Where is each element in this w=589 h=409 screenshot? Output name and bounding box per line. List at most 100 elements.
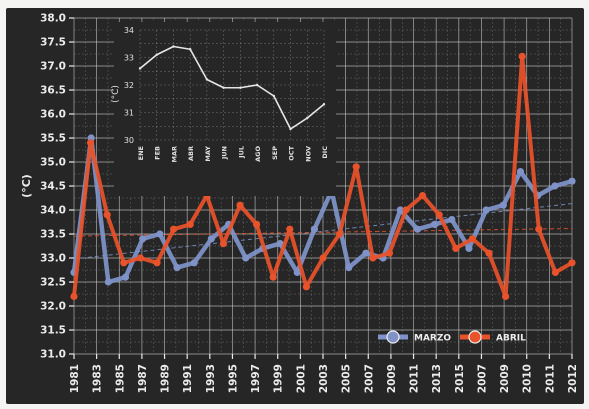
y-tick-label: 34.0 — [40, 205, 66, 217]
y-tick-label: 37.5 — [40, 37, 66, 49]
data-point-marzo — [362, 250, 369, 257]
data-point-abril — [402, 206, 409, 213]
inset-x-tick-label: MAY — [204, 146, 212, 162]
inset-data-point — [139, 67, 141, 69]
legend-swatch-marker — [387, 331, 399, 343]
data-point-abril — [253, 221, 260, 228]
inset-data-point — [156, 54, 158, 56]
x-tick-label: 2001 — [295, 364, 307, 393]
inset-data-point — [172, 45, 174, 47]
inset-x-tick-label: OCT — [288, 145, 296, 160]
y-tick-label: 32.5 — [40, 277, 66, 289]
x-tick-label: 2007 — [476, 364, 488, 393]
data-point-marzo — [465, 245, 472, 252]
legend-swatch-marker — [469, 331, 481, 343]
x-tick-label: 1981 — [69, 364, 81, 393]
data-point-marzo — [431, 221, 438, 228]
inset-data-point — [189, 48, 191, 50]
inset-background — [114, 22, 336, 196]
data-point-abril — [535, 226, 542, 233]
inset-y-tick-label: 31 — [124, 109, 134, 118]
inset-x-tick-label: NOV — [304, 146, 312, 162]
y-tick-label: 35.5 — [40, 133, 66, 145]
data-point-abril — [87, 139, 94, 146]
inset-x-tick-label: DIC — [321, 146, 329, 159]
inset-y-axis-label: (°C) — [111, 85, 121, 103]
data-point-abril — [552, 269, 559, 276]
x-tick-label: 2005 — [341, 364, 353, 393]
data-point-marzo — [568, 178, 575, 185]
x-tick-label: 2011 — [409, 364, 421, 393]
inset-x-tick-label: ENE — [137, 146, 145, 160]
y-tick-label: 38.0 — [40, 13, 66, 25]
data-point-abril — [519, 53, 526, 60]
y-tick-label: 33.5 — [40, 229, 66, 241]
data-point-marzo — [500, 202, 507, 209]
data-point-abril — [369, 254, 376, 261]
inset-data-point — [206, 78, 208, 80]
data-point-abril — [70, 293, 77, 300]
data-point-marzo — [139, 235, 146, 242]
y-tick-label: 35.0 — [40, 157, 66, 169]
data-point-marzo — [208, 235, 215, 242]
x-tick-label: 1991 — [182, 364, 194, 393]
y-tick-label: 31.0 — [40, 349, 66, 361]
x-tick-label: 2003 — [318, 364, 330, 393]
data-point-marzo — [345, 264, 352, 271]
inset-x-tick-label: JUN — [221, 146, 229, 160]
data-point-abril — [452, 245, 459, 252]
x-tick-label: 1993 — [205, 364, 217, 393]
legend-label: ABRIL — [496, 334, 526, 344]
data-point-abril — [502, 293, 509, 300]
x-tick-label: 2009 — [386, 364, 398, 393]
data-point-marzo — [191, 259, 198, 266]
main-y-axis-label: (°C) — [20, 174, 33, 198]
inset-x-tick-label: JUL — [237, 146, 245, 159]
data-point-abril — [236, 202, 243, 209]
inset-data-point — [239, 87, 241, 89]
y-tick-label: 36.5 — [40, 85, 66, 97]
inset-data-point — [289, 128, 291, 130]
data-point-marzo — [517, 168, 524, 175]
y-tick-label: 37.0 — [40, 61, 66, 73]
inset-data-point — [306, 117, 308, 119]
inset-data-point — [273, 95, 275, 97]
y-tick-label: 31.5 — [40, 325, 66, 337]
x-tick-label: 2012 — [567, 364, 579, 393]
data-point-abril — [120, 259, 127, 266]
data-point-marzo — [483, 206, 490, 213]
data-point-marzo — [242, 254, 249, 261]
data-point-abril — [137, 254, 144, 261]
data-point-marzo — [311, 226, 318, 233]
data-point-abril — [386, 250, 393, 257]
data-point-marzo — [448, 216, 455, 223]
x-tick-label: 1997 — [250, 364, 262, 393]
inset-x-tick-label: FEB — [154, 146, 162, 160]
y-tick-label: 32.0 — [40, 301, 66, 313]
data-point-abril — [286, 226, 293, 233]
data-point-marzo — [105, 278, 112, 285]
data-point-abril — [336, 230, 343, 237]
x-tick-label: 1985 — [114, 364, 126, 393]
x-tick-label: 2007 — [363, 364, 375, 393]
inset-data-point — [323, 103, 325, 105]
inset-y-tick-label: 33 — [124, 54, 134, 63]
data-point-marzo — [156, 230, 163, 237]
x-tick-label: 2015 — [454, 364, 466, 393]
y-tick-label: 34.5 — [40, 181, 66, 193]
inset-data-point — [256, 84, 258, 86]
data-point-marzo — [414, 226, 421, 233]
legend-label: MARZO — [414, 334, 451, 344]
x-tick-label: 1999 — [273, 364, 285, 393]
data-point-abril — [469, 235, 476, 242]
x-tick-label: 1987 — [137, 364, 149, 393]
x-tick-label: 2013 — [431, 364, 443, 393]
data-point-abril — [220, 240, 227, 247]
data-point-marzo — [122, 274, 129, 281]
x-tick-label: 1983 — [92, 364, 104, 393]
data-point-abril — [270, 274, 277, 281]
inset-chart: 30 31 32 33 34 ENE FEB MAR ABR MAY JUN JUL AGO SEP OC… — [111, 22, 336, 196]
data-point-abril — [319, 254, 326, 261]
inset-data-point — [222, 87, 224, 89]
